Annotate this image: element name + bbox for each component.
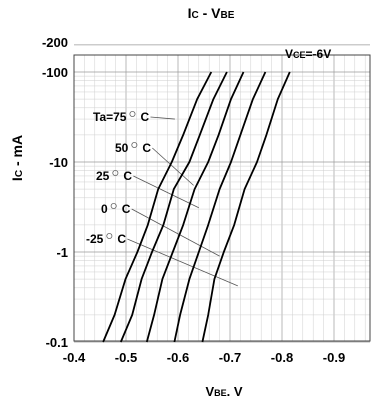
series-label-1: 50 C [115, 141, 151, 155]
x-tick-label: -0.9 [323, 350, 345, 365]
y-axis-label: IC - mA [9, 135, 25, 181]
x-tick-label: -0.4 [63, 350, 86, 365]
tick-labels: -0.4-0.5-0.6-0.7-0.8-0.9-1-0.1-1-10-100-… [42, 35, 345, 365]
y-tick-label: -10 [49, 155, 68, 170]
chart-title: IC - VBE [188, 5, 235, 21]
leader-line-3 [131, 208, 220, 257]
series-label-0: Ta=75 C [93, 110, 149, 124]
degree-symbol-4 [106, 232, 113, 239]
degree-symbol-0 [129, 111, 136, 118]
series-curve-0 [102, 71, 213, 343]
degree-symbol-1 [131, 141, 138, 148]
degree-symbol-3 [110, 202, 117, 209]
leader-line-4 [127, 238, 238, 287]
series-curve-3 [173, 71, 267, 343]
series-curve-1 [119, 71, 228, 343]
leader-line-0 [150, 116, 175, 120]
degree-symbol-2 [112, 169, 119, 176]
y-tick-label: -0.1 [46, 335, 68, 350]
grid [73, 44, 370, 343]
y-tick-label: -1 [56, 245, 68, 260]
x-tick-label: -0.7 [219, 350, 241, 365]
series-labels: Ta=75 C 50 C 25 C 0 C -25 C [86, 110, 151, 246]
y-tick-label: -100 [42, 65, 68, 80]
curves [102, 71, 291, 343]
x-tick-label: -0.8 [271, 350, 293, 365]
leader-line-2 [133, 175, 199, 209]
x-tick-label: -0.6 [167, 350, 189, 365]
x-tick-label: -0.5 [115, 350, 137, 365]
series-curve-2 [145, 71, 245, 343]
series-curve-4 [201, 71, 291, 343]
label-leaders [127, 116, 238, 287]
leader-line-1 [152, 147, 194, 186]
x-axis-label: VBE. V [205, 384, 242, 399]
series-label-4: -25 C [86, 232, 126, 246]
condition-label: VCE=-6V [285, 47, 331, 61]
plot-frame [73, 54, 371, 342]
series-label-2: 25 C [96, 169, 132, 183]
y-tick-label: -200 [42, 35, 68, 50]
